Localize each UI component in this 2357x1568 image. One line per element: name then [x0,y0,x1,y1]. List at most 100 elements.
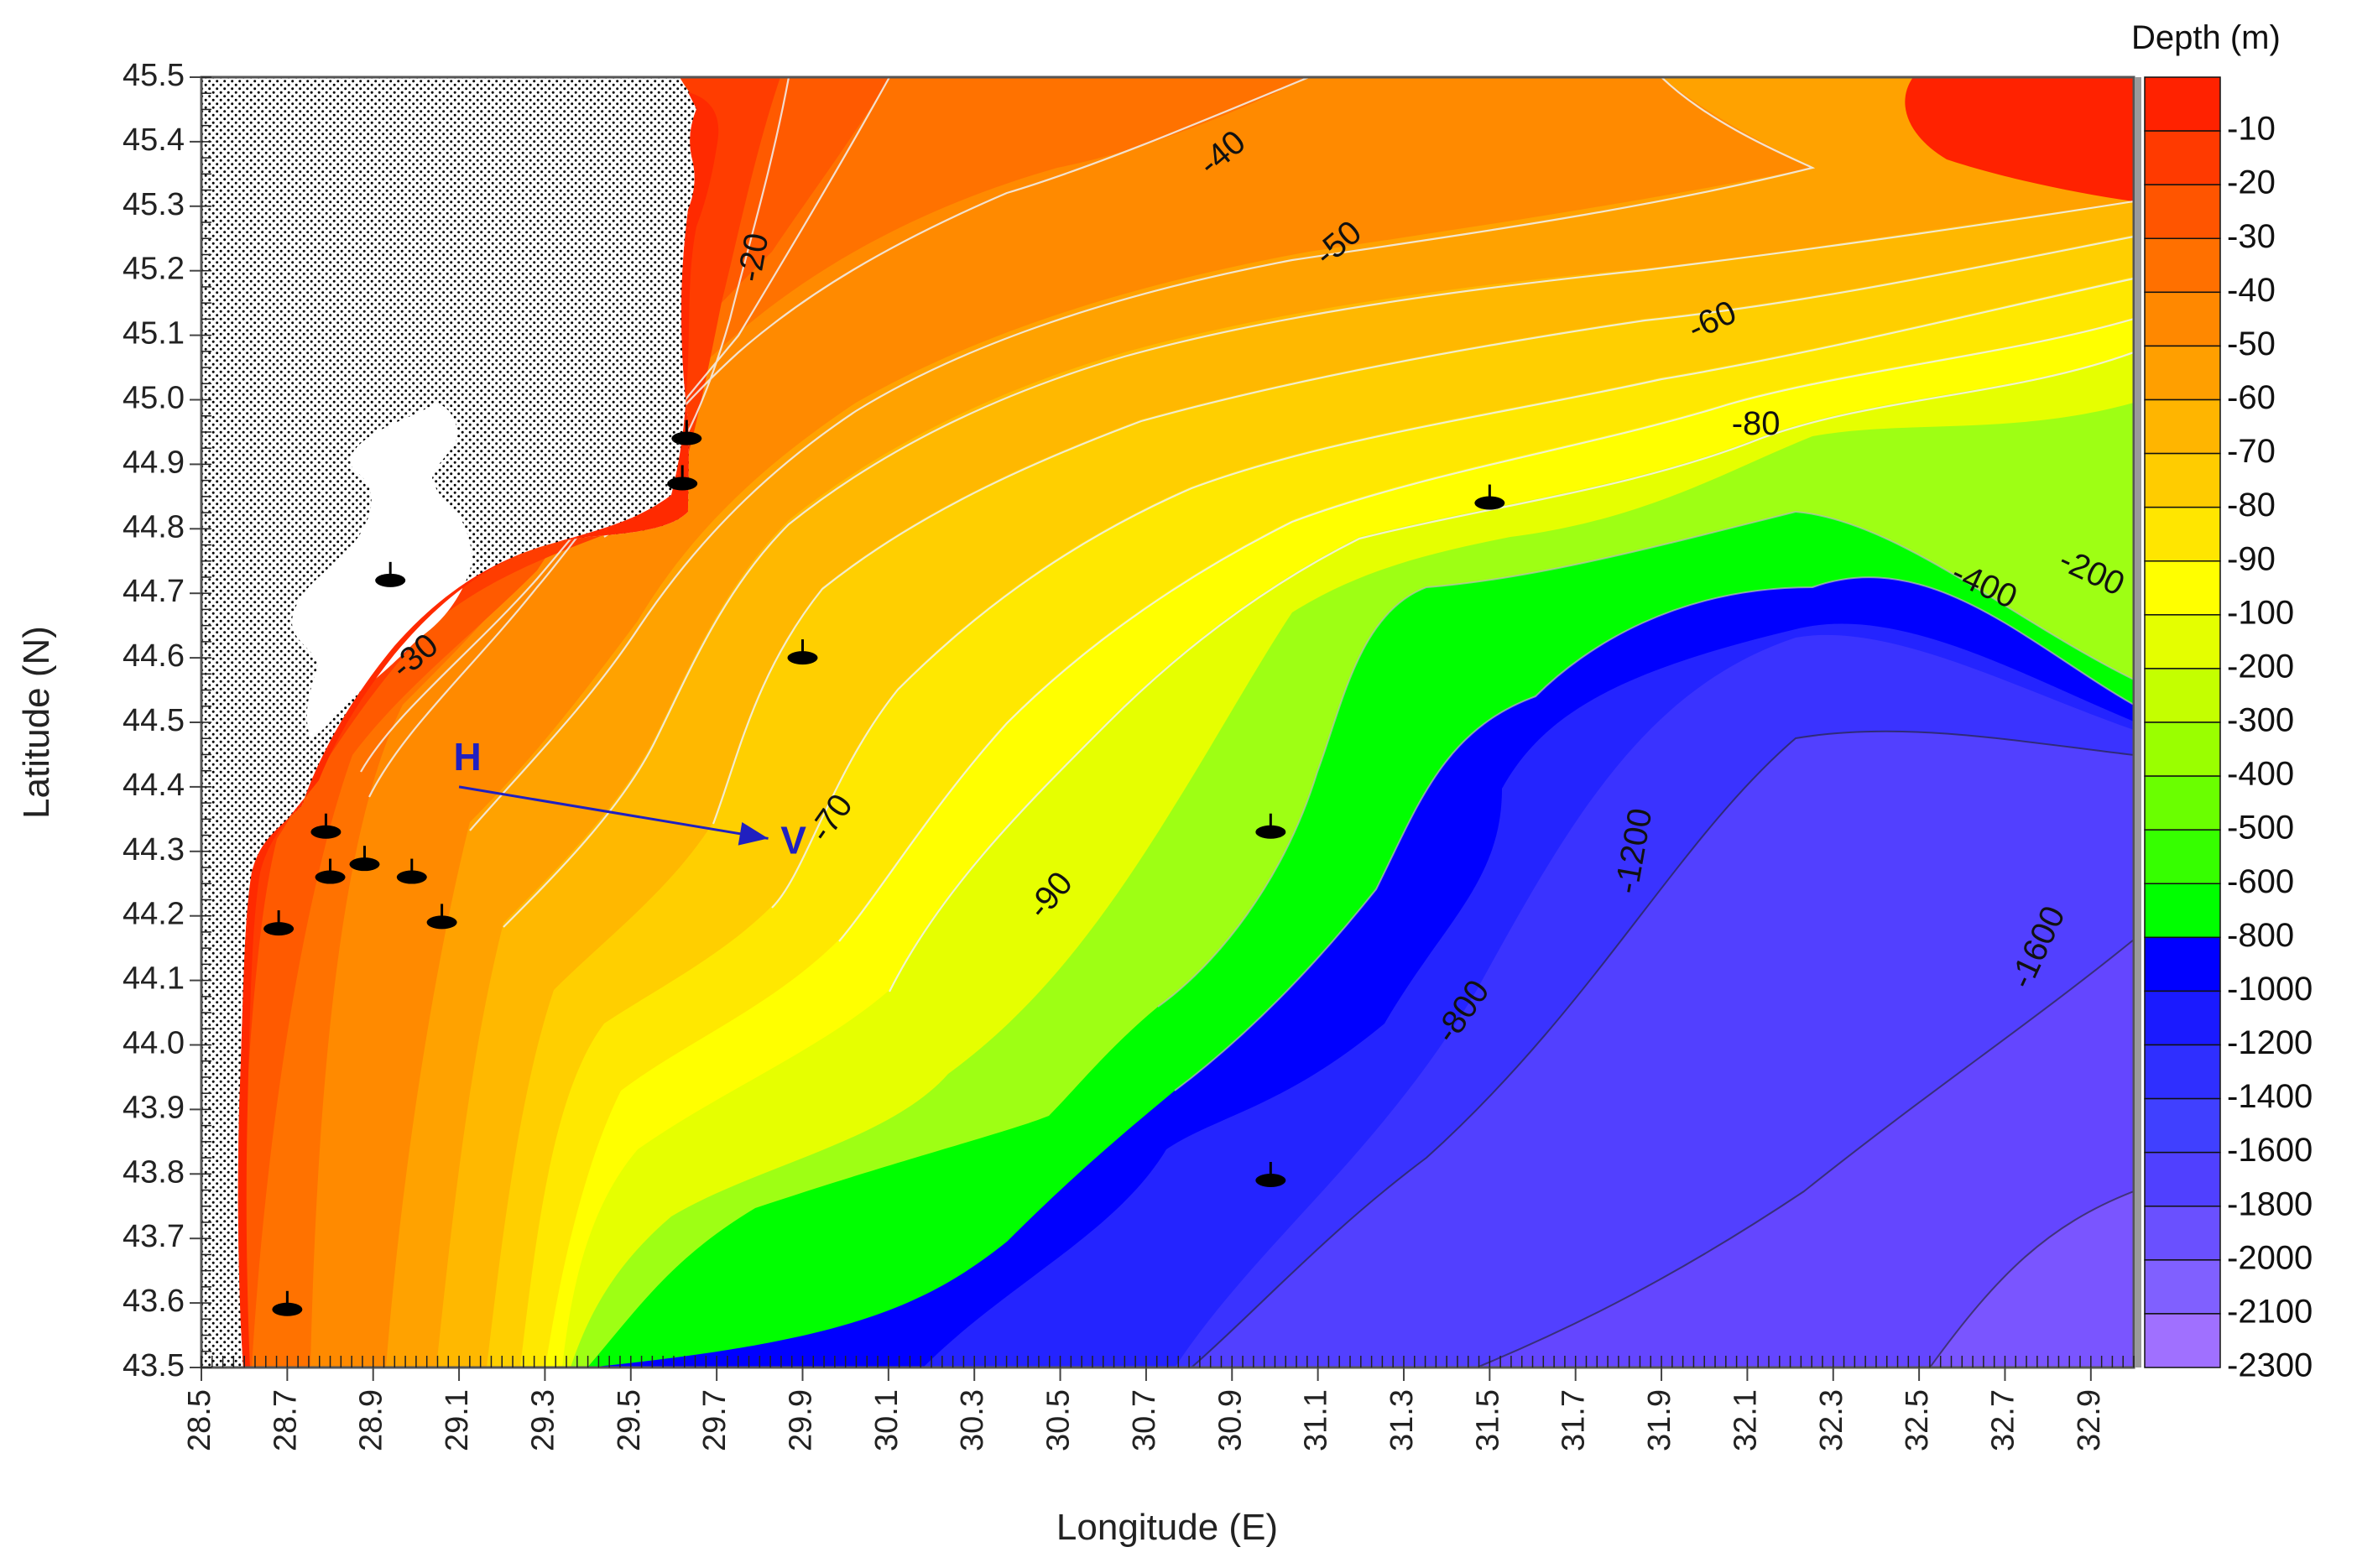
station-marker [426,904,457,930]
y-axis-title: Latitude (N) [16,626,57,819]
y-tick-label: 45.3 [123,187,185,222]
legend-label: -2000 [2227,1239,2313,1276]
x-tick-label: 28.9 [354,1389,389,1451]
y-tick-label: 43.5 [123,1348,185,1383]
legend-swatch [2144,1097,2221,1154]
y-tick-label: 45.4 [123,122,185,158]
legend-label: -1200 [2227,1024,2313,1061]
x-tick-label: 28.7 [268,1389,303,1451]
legend-label: -100 [2227,594,2294,631]
y-tick-label: 44.1 [123,961,185,997]
legend-label: -2300 [2227,1347,2313,1384]
x-tick-label: 31.9 [1642,1389,1677,1451]
legend-label: -300 [2227,702,2294,739]
x-tick-label: 29.3 [525,1389,561,1451]
y-tick-label: 43.7 [123,1219,185,1254]
legend-label: -90 [2227,540,2276,577]
legend-swatch [2144,883,2221,939]
legend-swatch [2144,506,2221,562]
station-marker [1255,1161,1286,1187]
transect-arrow-line [458,785,769,840]
y-tick-label: 44.8 [123,509,185,544]
x-tick-label: 32.1 [1728,1389,1763,1451]
legend-label: -500 [2227,810,2294,847]
legend-swatch [2144,721,2221,777]
station-marker [1474,484,1505,510]
x-tick-label: 29.9 [784,1389,819,1451]
legend-swatch [2144,775,2221,831]
legend-swatch [2144,936,2221,992]
y-tick-label: 44.6 [123,638,185,674]
y-tick-label: 45.1 [123,316,185,352]
legend-label: -1800 [2227,1185,2313,1222]
lagoon-water [291,403,472,738]
x-tick-label: 32.7 [1985,1389,2021,1451]
station-marker [349,846,380,872]
legend-swatch [2144,130,2221,185]
depth-field [201,77,2134,1367]
legend-swatch [2144,237,2221,294]
station-marker [667,465,698,491]
y-tick-label: 44.7 [123,574,185,609]
legend-shadow-bar [2135,77,2141,1367]
legend-label: -600 [2227,863,2294,900]
y-tick-label: 44.0 [123,1026,185,1061]
legend-label: -1400 [2227,1078,2313,1115]
legend-swatch [2144,668,2221,723]
legend-label: -10 [2227,111,2276,148]
x-tick-label: 30.1 [869,1389,905,1451]
legend-swatch [2144,291,2221,347]
legend-label: -800 [2227,917,2294,954]
depth-legend: -10 -20 -30 -40 -50 -60 -70 -80 -90 -100 -200 -300 -… [2144,76,2313,1384]
legend-swatch [2144,990,2221,1046]
legend-swatch [2144,452,2221,508]
contour-label: -20 [731,231,775,285]
legend-swatch [2144,399,2221,455]
legend-label: -1600 [2227,1132,2313,1169]
transect-start-label: H [453,735,481,779]
x-tick-label: 32.3 [1814,1389,1849,1451]
legend-title: Depth (m) [2131,19,2281,56]
y-axis: 45.5 45.4 45.3 45.2 45.1 45.0 44.9 44.8 44.7 44.6… [123,58,201,1383]
x-tick-label: 31.7 [1557,1389,1592,1451]
legend-swatch [2144,1044,2221,1100]
transect-arrowhead [738,822,769,846]
depth-band-10-ne [1905,77,2134,201]
x-tick-label: 28.5 [182,1389,217,1451]
y-tick-label: 44.9 [123,445,185,480]
slope-contours [1157,510,2134,1091]
y-tick-label: 44.5 [123,703,185,738]
station-marker [315,858,346,884]
y-tick-label: 45.0 [123,381,185,416]
x-tick-label: 29.1 [440,1389,475,1451]
legend-swatch [2144,184,2221,240]
legend-label: -70 [2227,433,2276,470]
y-tick-label: 44.4 [123,768,185,803]
legend-label: -1000 [2227,971,2313,1008]
legend-swatch [2144,1313,2221,1368]
legend-label: -30 [2227,218,2276,255]
y-tick-label: 44.3 [123,832,185,867]
x-axis: 28.5 28.7 28.9 29.1 29.3 29.5 29.7 29.9 30.1 30.3… [182,1367,2107,1451]
legend-swatch [2144,345,2221,401]
legend-label: -400 [2227,756,2294,793]
legend-label: -40 [2227,272,2276,309]
legend-label: -200 [2227,648,2294,685]
y-tick-label: 45.5 [123,58,185,93]
x-axis-title: Longitude (E) [1056,1507,1278,1548]
station-marker [396,858,427,884]
legend-label: -2100 [2227,1293,2313,1330]
x-tick-label: 31.3 [1384,1389,1420,1451]
legend-swatch [2144,1259,2221,1315]
legend-label: -60 [2227,379,2276,416]
legend-label: -20 [2227,164,2276,201]
legend-swatch [2144,76,2221,132]
legend-swatch [2144,1206,2221,1261]
x-tick-label: 29.5 [612,1389,647,1451]
x-tick-label: 30.9 [1212,1389,1248,1451]
bottom-minor-ticks [201,76,2135,1368]
x-tick-label: 31.5 [1470,1389,1505,1451]
station-marker [1255,813,1286,839]
station-marker [671,419,702,445]
station-markers [263,419,1505,1316]
